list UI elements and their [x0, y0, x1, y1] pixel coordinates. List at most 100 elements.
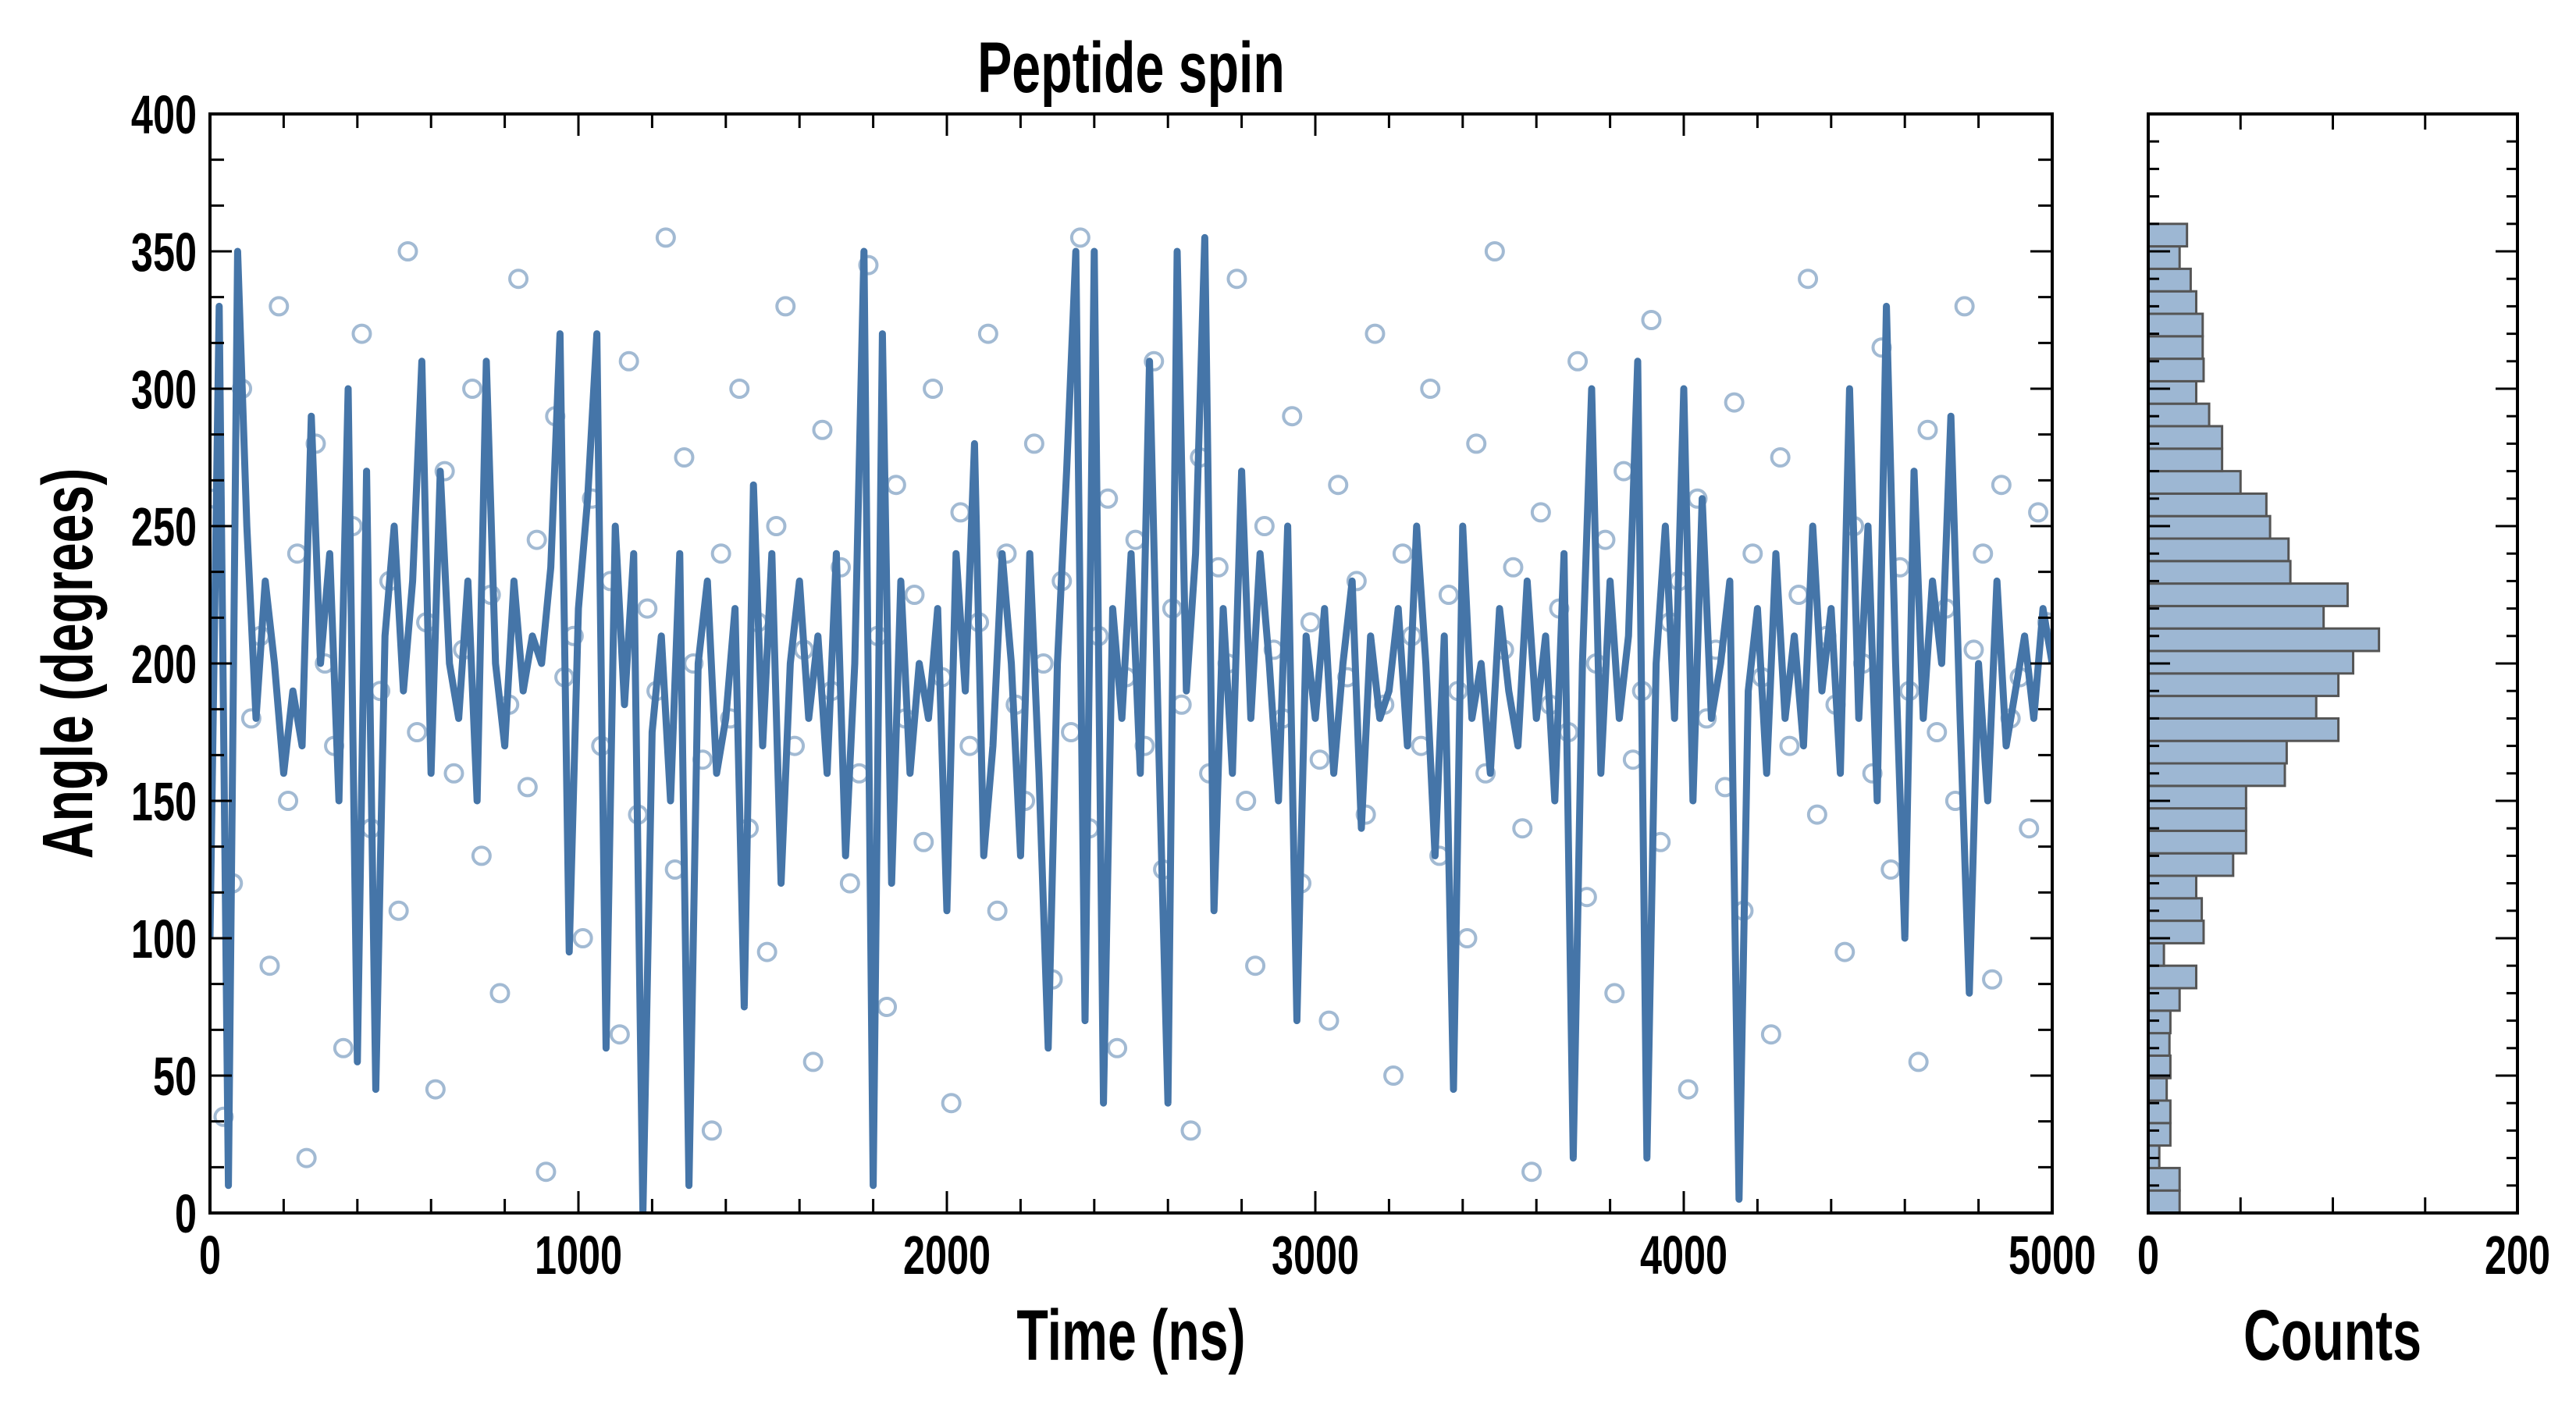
y-axis-label: Angle (degrees)	[27, 468, 107, 859]
scatter-point	[1770, 447, 1791, 468]
y-tick-label: 0	[175, 1183, 197, 1244]
scatter-point	[1798, 269, 1819, 290]
scatter-point	[1069, 227, 1091, 248]
y-tick-label: 100	[131, 909, 197, 969]
scatter-point	[1226, 269, 1247, 290]
histogram-bar	[2147, 379, 2197, 405]
scatter-point	[351, 323, 372, 344]
scatter-point	[1364, 323, 1386, 344]
scatter-point	[278, 791, 299, 811]
y-tick-label: 200	[131, 634, 197, 695]
scatter-point	[1917, 419, 1938, 440]
histogram-bar	[2147, 1122, 2172, 1147]
histogram-bar	[2147, 649, 2355, 675]
histogram-bar	[2147, 1144, 2161, 1169]
scatter-point	[269, 296, 290, 317]
histogram-bar	[2147, 919, 2205, 944]
scatter-point	[977, 323, 998, 344]
histogram-bar	[2147, 941, 2165, 967]
scatter-point	[1254, 516, 1275, 536]
y-tick-label: 50	[153, 1046, 197, 1107]
scatter-point	[756, 941, 777, 962]
scatter-point	[333, 1037, 354, 1058]
histogram-bar	[2147, 1166, 2181, 1192]
histogram-bar	[2147, 290, 2197, 315]
y-tick-label: 400	[131, 84, 197, 145]
scatter-point	[1438, 585, 1459, 605]
scatter-point	[1788, 585, 1809, 605]
scatter-point	[388, 900, 409, 921]
histogram-bar	[2147, 1032, 2171, 1057]
scatter-point	[1806, 804, 1827, 825]
histogram-bar	[2147, 762, 2286, 788]
main-plot-frame	[208, 112, 2054, 1215]
scatter-point	[1346, 571, 1367, 592]
scatter-point	[1521, 1161, 1542, 1183]
scatter-point	[904, 585, 925, 605]
scatter-point	[674, 447, 695, 468]
scatter-point	[517, 777, 538, 798]
scatter-point	[1880, 859, 1902, 880]
scatter-point	[996, 543, 1017, 564]
histogram-bar	[2147, 245, 2181, 270]
histogram-bar	[2147, 1189, 2181, 1215]
scatter-point	[729, 379, 750, 399]
histogram-bar	[2147, 987, 2181, 1012]
scatter-point	[950, 502, 971, 523]
scatter-point	[1742, 543, 1763, 564]
scatter-point	[1484, 241, 1505, 261]
scatter-point	[987, 900, 1008, 921]
histogram-bar	[2147, 492, 2268, 518]
scatter-point	[1530, 502, 1551, 523]
histogram-bar	[2147, 807, 2247, 832]
scatter-point	[1779, 735, 1800, 756]
scatter-point	[1457, 928, 1478, 948]
scatter-point	[1963, 639, 1984, 660]
scatter-point	[655, 227, 676, 248]
histogram-bar	[2147, 784, 2247, 810]
scatter-point	[1724, 392, 1745, 413]
x-tick-label: 0	[199, 1225, 221, 1286]
scatter-point	[259, 955, 280, 976]
scatter-point	[609, 1024, 630, 1045]
scatter-point	[831, 557, 852, 578]
scatter-point	[1383, 1065, 1404, 1086]
x-tick-label: 3000	[1272, 1225, 1359, 1286]
scatter-point	[1991, 475, 2012, 496]
histogram-bar	[2147, 1076, 2169, 1102]
histogram-bar	[2147, 604, 2325, 630]
scatter-point	[425, 1079, 446, 1100]
histogram-bar	[2147, 582, 2349, 607]
histogram-bar	[2147, 964, 2197, 990]
histogram-bar	[2147, 537, 2290, 563]
scatter-point	[839, 873, 860, 894]
scatter-point	[1503, 557, 1524, 578]
scatter-point	[2019, 818, 2040, 839]
scatter-point	[508, 269, 529, 290]
scatter-point	[941, 1093, 962, 1114]
scatter-point	[462, 379, 483, 399]
histogram-bar	[2147, 514, 2272, 540]
x-tick-label: 2000	[903, 1225, 991, 1286]
scatter-point	[1300, 612, 1321, 633]
histogram-bar	[2147, 560, 2292, 585]
histogram-plot-area	[2147, 222, 2381, 1215]
scatter-point	[1475, 763, 1496, 784]
main-plot-area	[210, 227, 2052, 1213]
scatter-point	[2028, 502, 2049, 523]
scatter-point	[489, 983, 511, 1004]
scatter-point	[1392, 543, 1413, 564]
chart-title: Peptide spin	[977, 27, 1285, 107]
scatter-point	[701, 1120, 722, 1141]
scatter-point	[1954, 296, 1975, 317]
scatter-point	[1512, 818, 1533, 839]
scatter-point	[1420, 379, 1441, 399]
scatter-point	[1180, 1120, 1201, 1141]
scatter-point	[471, 845, 492, 866]
scatter-point	[802, 1051, 824, 1072]
scatter-point	[535, 1161, 557, 1183]
histogram-bar	[2147, 1009, 2172, 1035]
scatter-point	[1595, 529, 1616, 550]
histogram-bar	[2147, 627, 2381, 653]
x-tick-label: 5000	[2008, 1225, 2096, 1286]
